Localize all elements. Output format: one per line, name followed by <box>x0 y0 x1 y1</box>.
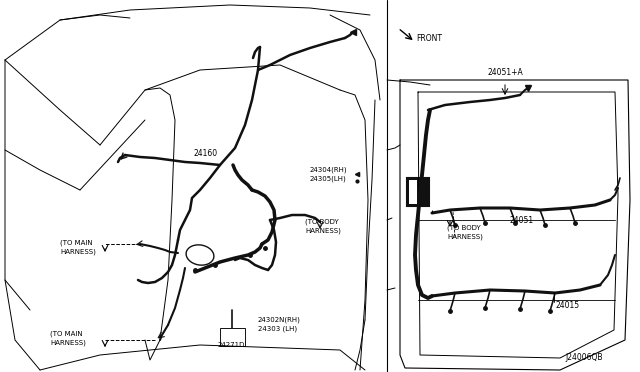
Text: (TO BODY: (TO BODY <box>305 219 339 225</box>
Text: (TO BODY: (TO BODY <box>447 225 481 231</box>
Text: J24006QB: J24006QB <box>565 353 602 362</box>
FancyBboxPatch shape <box>220 328 245 346</box>
Bar <box>409 180 417 204</box>
Text: 24051: 24051 <box>510 215 534 224</box>
Text: 24305(LH): 24305(LH) <box>310 176 347 182</box>
Text: 24160: 24160 <box>193 148 217 157</box>
Text: HARNESS): HARNESS) <box>60 249 96 255</box>
Text: HARNESS): HARNESS) <box>447 234 483 240</box>
Text: HARNESS): HARNESS) <box>50 340 86 346</box>
Bar <box>407 178 429 206</box>
Text: 24303 (LH): 24303 (LH) <box>258 326 297 332</box>
Text: (TO MAIN: (TO MAIN <box>60 240 93 246</box>
Text: 24051+A: 24051+A <box>487 67 523 77</box>
Text: 24015: 24015 <box>555 301 579 310</box>
Text: 24302N(RH): 24302N(RH) <box>258 317 301 323</box>
Ellipse shape <box>186 245 214 265</box>
Text: FRONT: FRONT <box>416 33 442 42</box>
Text: 24304(RH): 24304(RH) <box>310 167 348 173</box>
Text: (TO MAIN: (TO MAIN <box>50 331 83 337</box>
Text: 24271D: 24271D <box>218 342 245 348</box>
Text: HARNESS): HARNESS) <box>305 228 341 234</box>
